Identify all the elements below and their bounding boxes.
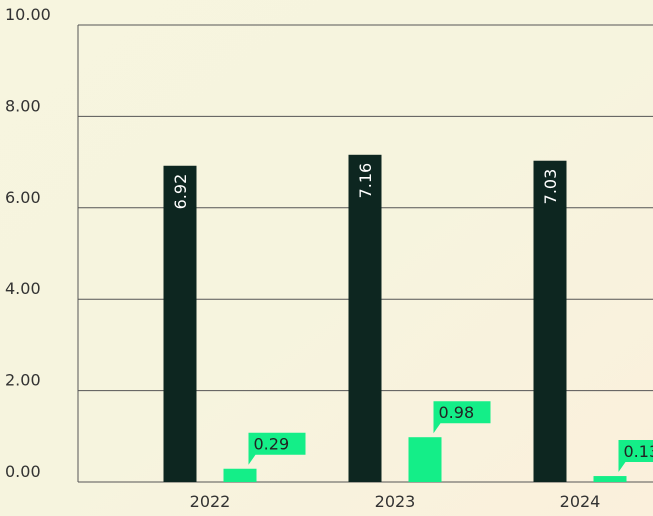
data-label: 7.16 bbox=[356, 163, 375, 199]
bar bbox=[163, 165, 197, 483]
y-tick-label: 0.00 bbox=[5, 462, 41, 481]
y-tick-label: 10.00 bbox=[5, 5, 51, 24]
data-label: 0.98 bbox=[439, 403, 475, 422]
bar bbox=[533, 160, 567, 482]
y-tick-label: 2.00 bbox=[5, 371, 41, 390]
data-label: 0.29 bbox=[254, 435, 290, 454]
bar bbox=[223, 468, 257, 482]
data-label-box bbox=[618, 440, 653, 473]
bar bbox=[348, 154, 382, 482]
x-tick-label: 2023 bbox=[375, 492, 416, 511]
data-label: 7.03 bbox=[541, 169, 560, 205]
y-tick-label: 6.00 bbox=[5, 188, 41, 207]
bar bbox=[593, 476, 627, 482]
y-tick-label: 4.00 bbox=[5, 279, 41, 298]
data-label-box bbox=[433, 401, 491, 434]
x-tick-label: 2024 bbox=[560, 492, 601, 511]
x-tick-label: 2022 bbox=[190, 492, 231, 511]
bar bbox=[408, 437, 442, 482]
y-tick-label: 8.00 bbox=[5, 96, 41, 115]
data-label: 0.13 bbox=[624, 442, 653, 461]
data-label: 6.92 bbox=[171, 174, 190, 210]
data-label-box bbox=[248, 432, 306, 465]
